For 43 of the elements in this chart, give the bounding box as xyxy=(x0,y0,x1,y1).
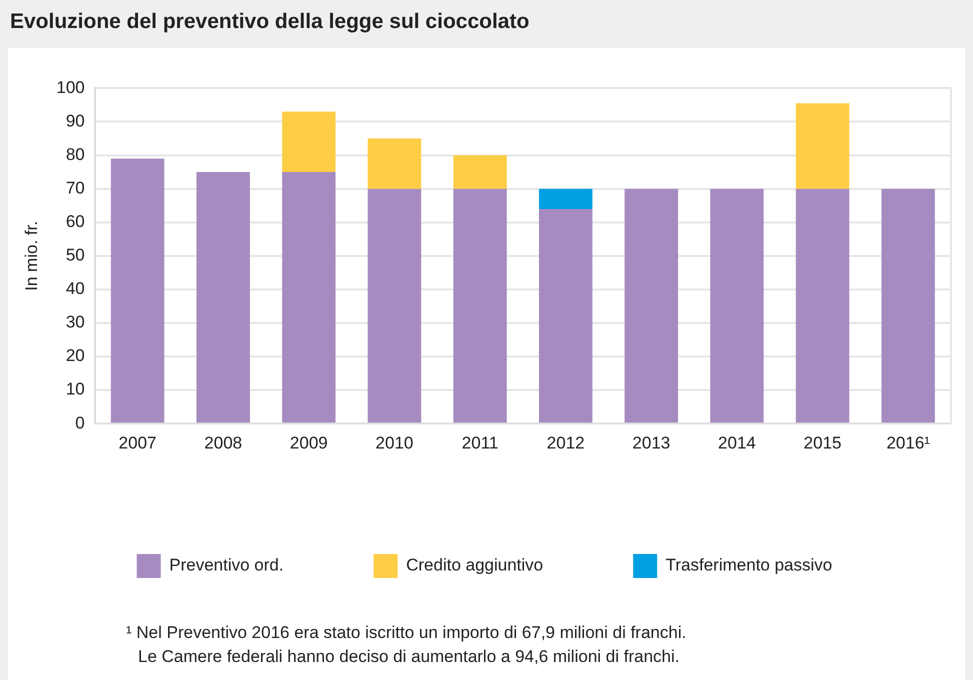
bar xyxy=(110,158,164,423)
x-tick-label: 2008 xyxy=(204,433,242,452)
legend-label: Trasferimento passivo xyxy=(666,556,832,575)
bar xyxy=(368,138,422,189)
bar xyxy=(282,112,336,172)
y-tick-label: 60 xyxy=(66,212,85,232)
x-tick-label: 2011 xyxy=(462,433,498,452)
x-tick-label: 2016¹ xyxy=(886,433,930,452)
y-tick-label: 30 xyxy=(66,312,85,332)
y-tick-label: 0 xyxy=(75,413,85,432)
bar xyxy=(881,188,935,423)
y-tick-label: 80 xyxy=(66,144,85,164)
bar xyxy=(196,172,250,423)
text: Le Camere federali hanno deciso di aumentarlo a 94,6 milioni di franchi. xyxy=(137,646,680,668)
y-axis-title: In mio. fr. xyxy=(22,220,41,291)
bar xyxy=(796,188,850,423)
y-tick-label: 50 xyxy=(66,246,85,265)
x-tick-label: 2007 xyxy=(118,433,156,452)
bar xyxy=(796,103,850,189)
y-tick-label: 70 xyxy=(66,178,85,198)
bar xyxy=(368,188,422,423)
x-tick-label: 2012 xyxy=(546,433,585,452)
bar xyxy=(624,188,678,423)
y-tick-label: 90 xyxy=(66,111,85,130)
x-tick-label: 2010 xyxy=(376,433,414,452)
y-tick-label: 100 xyxy=(56,78,85,97)
x-tick-label: 2015 xyxy=(804,433,842,452)
x-tick-label: 2014 xyxy=(718,433,756,452)
bar xyxy=(282,172,336,423)
bar xyxy=(710,188,764,423)
legend-label: Credito aggiuntivo xyxy=(406,556,544,575)
bar xyxy=(538,188,592,209)
bar xyxy=(538,208,592,423)
bar xyxy=(453,155,507,189)
y-tick-label: 40 xyxy=(66,279,85,298)
y-tick-label: 20 xyxy=(66,346,85,366)
x-tick-label: 2009 xyxy=(290,433,328,452)
x-tick-label: 2013 xyxy=(632,433,670,452)
text: ¹ Nel Preventivo 2016 era stato iscritto un importo di 67,9 milioni di franchi. xyxy=(126,622,686,644)
legend-label: Preventivo ord. xyxy=(169,556,284,575)
y-tick-label: 10 xyxy=(66,380,85,399)
bar xyxy=(453,188,507,423)
chart-title: Evoluzione del preventivo della legge sul cioccolato xyxy=(10,10,530,34)
